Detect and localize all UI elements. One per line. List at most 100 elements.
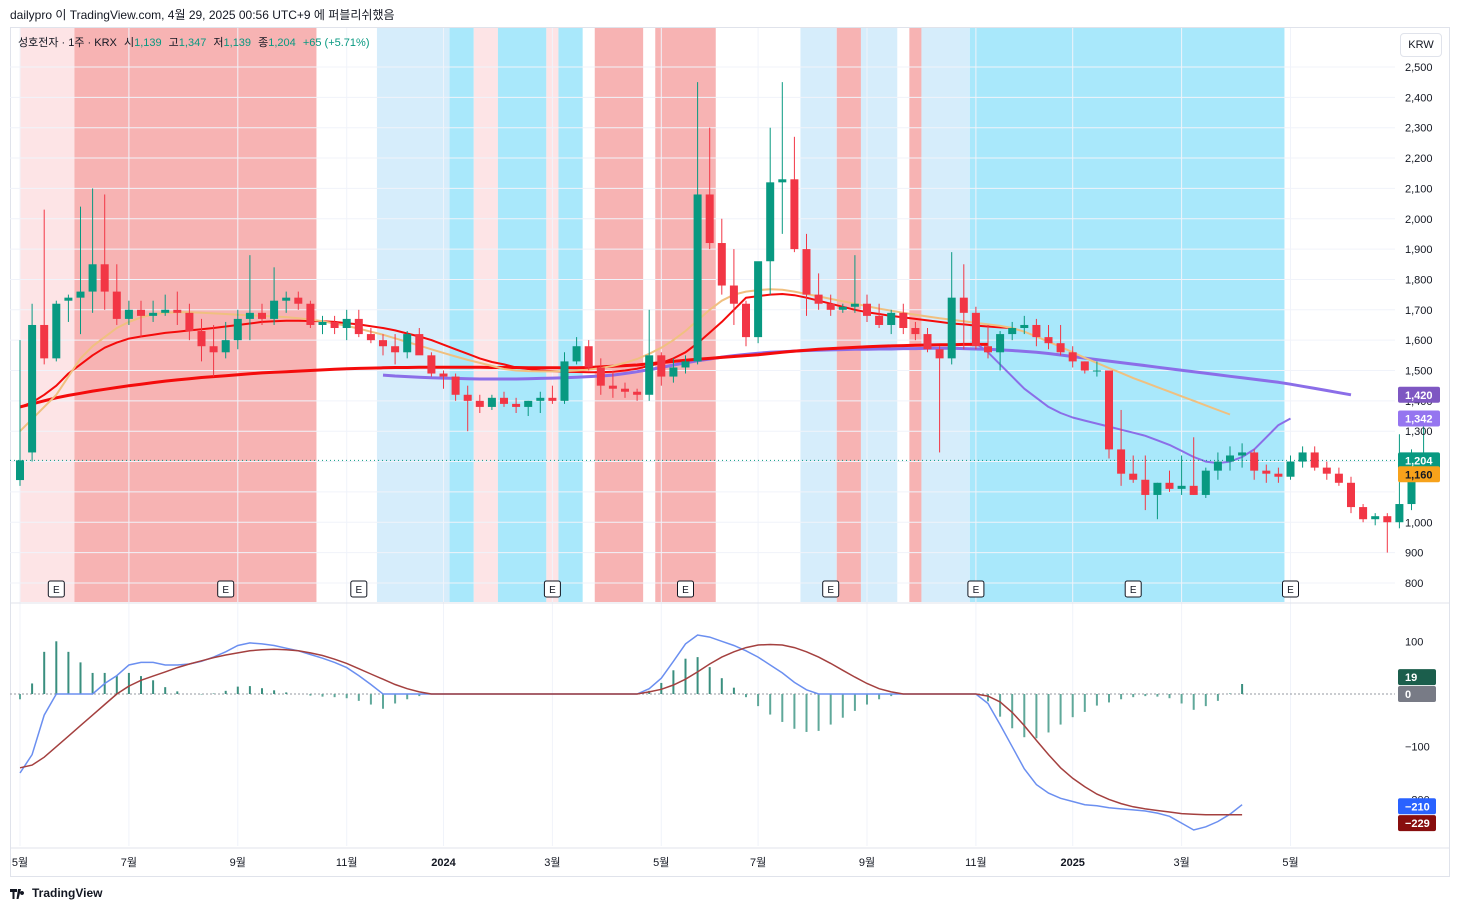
candle xyxy=(984,324,992,359)
background-band xyxy=(376,28,450,602)
candle xyxy=(717,218,726,295)
macd-tick-label: 100 xyxy=(1405,636,1423,648)
background-band xyxy=(74,28,317,602)
candle-body xyxy=(621,388,629,392)
candle xyxy=(911,321,920,341)
candle xyxy=(790,136,799,253)
candle xyxy=(1020,315,1029,335)
histogram-tag-bg xyxy=(1398,669,1436,686)
candle-body xyxy=(40,324,49,359)
candle-body xyxy=(1008,328,1017,335)
earnings-marker: E xyxy=(217,580,235,598)
candle xyxy=(161,294,170,316)
candle-body xyxy=(1407,480,1416,505)
candle xyxy=(1201,467,1210,498)
candle-body xyxy=(1044,337,1053,344)
chart-frame xyxy=(10,27,1450,877)
candle-body xyxy=(633,391,642,395)
candle xyxy=(221,321,230,359)
candle xyxy=(1056,324,1065,356)
candle-body xyxy=(1298,452,1307,462)
candle xyxy=(1105,370,1113,459)
candle xyxy=(596,358,605,395)
candle xyxy=(1165,470,1174,492)
candle xyxy=(245,255,254,341)
time-tick-label: 2025 xyxy=(1060,857,1084,869)
candle-body xyxy=(124,309,133,319)
candle xyxy=(742,300,750,347)
candle xyxy=(705,127,714,250)
candle-body xyxy=(669,367,678,377)
time-tick-label: 11월 xyxy=(965,856,987,869)
moving-average-line xyxy=(19,288,1231,432)
tradingview-logo-icon xyxy=(10,888,25,899)
ma-mid-tag-text: 1,342 xyxy=(1405,413,1433,425)
candle-body xyxy=(137,309,145,316)
candle xyxy=(52,300,61,362)
candle xyxy=(1347,476,1355,514)
candle-body xyxy=(1189,485,1198,495)
candle xyxy=(850,255,859,313)
candle-body xyxy=(1141,479,1150,495)
tradingview-footer[interactable]: TradingView xyxy=(10,886,102,900)
time-tick-label: 9월 xyxy=(859,856,875,869)
candle-body xyxy=(1056,343,1065,353)
candle-body xyxy=(1371,516,1380,520)
candle xyxy=(669,358,678,383)
candle xyxy=(112,264,121,325)
earnings-marker-label: E xyxy=(1130,585,1137,596)
candle xyxy=(1238,443,1247,468)
price-tick-label: 2,100 xyxy=(1405,183,1433,195)
earnings-marker-box xyxy=(543,580,561,598)
candle-body xyxy=(28,324,37,453)
time-tick-label: 7월 xyxy=(121,856,137,869)
candle-body xyxy=(596,367,605,386)
candle-body xyxy=(221,340,230,353)
candle xyxy=(657,352,666,386)
earnings-marker: E xyxy=(350,580,368,598)
time-tick-label: 5월 xyxy=(12,856,28,869)
earnings-marker-box xyxy=(217,580,235,598)
signal-value-tag-bg xyxy=(1398,815,1436,832)
earnings-marker-box xyxy=(47,580,65,598)
ma-mid-tag-bg xyxy=(1398,410,1440,427)
background-band xyxy=(921,28,970,602)
candle-body xyxy=(911,328,920,335)
background-band xyxy=(473,28,498,602)
candle xyxy=(645,309,654,401)
candle-body xyxy=(64,297,73,301)
candle-body xyxy=(76,291,85,298)
candle-body xyxy=(536,397,545,401)
candle-body xyxy=(245,312,254,319)
candle xyxy=(463,385,472,432)
price-tick-label: 1,900 xyxy=(1405,244,1433,256)
signal-value-tag: −229 xyxy=(1398,815,1436,832)
time-tick-label: 5월 xyxy=(653,856,669,869)
other-price-tag-bg xyxy=(1398,466,1440,483)
background-band xyxy=(969,28,1285,602)
candle xyxy=(1286,455,1295,480)
earnings-marker-box xyxy=(1282,580,1299,598)
candle-body xyxy=(475,400,484,407)
currency-button[interactable]: KRW xyxy=(1400,33,1442,57)
ma-long-tag: 1,420 xyxy=(1398,386,1440,403)
close-label: 종 xyxy=(258,37,269,49)
change-value: +65 (+5.71%) xyxy=(302,37,370,49)
candle xyxy=(1383,513,1392,553)
candle xyxy=(1298,446,1307,468)
candle-body xyxy=(88,264,97,292)
price-tick-label: 2,200 xyxy=(1405,153,1433,165)
macd-line xyxy=(19,634,1243,831)
candle xyxy=(149,300,158,322)
candle-body xyxy=(294,297,303,304)
zero-tag-text: 0 xyxy=(1405,689,1411,701)
candle xyxy=(88,188,97,313)
candle-body xyxy=(899,312,908,329)
candle xyxy=(1322,461,1331,480)
candle xyxy=(863,294,871,322)
background-bands xyxy=(20,28,1285,602)
time-tick-label: 9월 xyxy=(230,856,246,869)
candle-body xyxy=(935,349,944,359)
